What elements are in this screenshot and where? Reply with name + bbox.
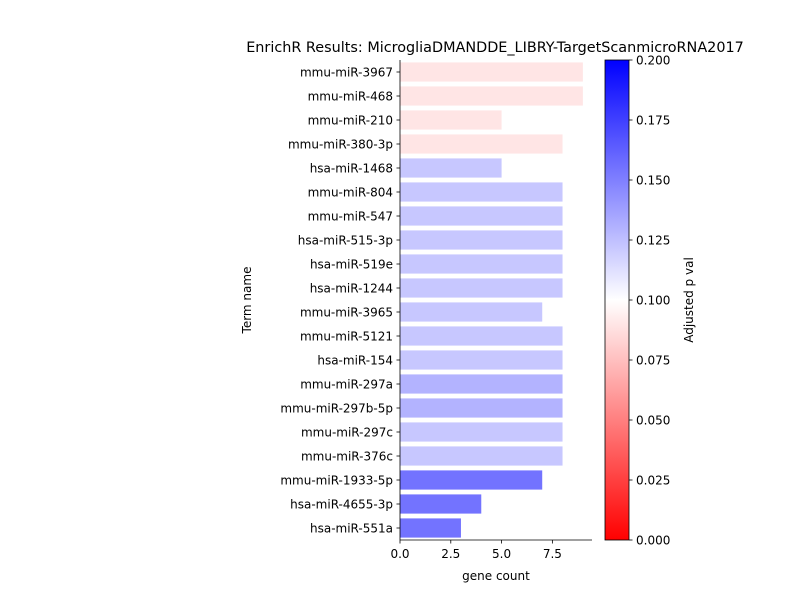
bar (400, 398, 563, 418)
colorbar-tick-label: 0.100 (636, 293, 670, 307)
bar (400, 158, 502, 178)
y-tick-label: hsa-miR-515-3p (298, 233, 393, 247)
y-tick-label: hsa-miR-551a (310, 521, 393, 535)
y-tick-label: mmu-miR-804 (308, 185, 393, 199)
colorbar-ticks: 0.000 0.025 0.050 0.075 0.100 0.125 0.150 0.175… (629, 53, 670, 547)
colorbar (604, 59, 630, 541)
y-tick-label: mmu-miR-3967 (300, 65, 393, 79)
x-axis-label: gene count (462, 569, 530, 583)
bar (400, 374, 563, 394)
y-tick-label: hsa-miR-1468 (310, 161, 393, 175)
colorbar-tick-label: 0.025 (636, 473, 670, 487)
bar (400, 254, 563, 274)
bar (400, 350, 563, 370)
y-tick-label: mmu-miR-3965 (300, 305, 393, 319)
bar (400, 422, 563, 442)
bar (400, 326, 563, 346)
colorbar-tick-label: 0.125 (636, 233, 670, 247)
y-axis-label: Term name (240, 267, 254, 335)
y-tick-labels: mmu-miR-3967 mmu-miR-468 mmu-miR-210 mmu-mi… (280, 65, 400, 535)
y-tick-label: hsa-miR-4655-3p (290, 497, 393, 511)
y-tick-label: mmu-miR-210 (308, 113, 393, 127)
colorbar-tick-label: 0.050 (636, 413, 670, 427)
bar (400, 446, 563, 466)
x-tick-label: 0.0 (390, 547, 409, 561)
colorbar-tick-label: 0.175 (636, 113, 670, 127)
y-tick-label: mmu-miR-380-3p (288, 137, 393, 151)
bar (400, 134, 563, 154)
colorbar-tick-label: 0.150 (636, 173, 670, 187)
x-tick-label: 5.0 (492, 547, 511, 561)
bar (400, 182, 563, 202)
y-tick-label: hsa-miR-1244 (310, 281, 393, 295)
bars-group (400, 62, 583, 538)
bar (400, 86, 583, 106)
y-tick-label: mmu-miR-547 (308, 209, 393, 223)
y-tick-label: mmu-miR-5121 (300, 329, 393, 343)
x-axis: 0.0 2.5 5.0 7.5 (390, 540, 562, 561)
colorbar-tick-label: 0.000 (636, 533, 670, 547)
bar (400, 470, 543, 490)
bar (400, 230, 563, 250)
bar (400, 302, 543, 322)
colorbar-tick-label: 0.075 (636, 353, 670, 367)
colorbar-tick-label: 0.200 (636, 53, 670, 67)
x-tick-label: 2.5 (441, 547, 460, 561)
bar (400, 278, 563, 298)
colorbar-label: Adjusted p val (682, 257, 696, 343)
y-tick-label: hsa-miR-154 (317, 353, 393, 367)
x-tick-label: 7.5 (543, 547, 562, 561)
chart-title: EnrichR Results: MicrogliaDMANDDE_LIBRY-… (246, 40, 744, 56)
y-tick-label: hsa-miR-519e (310, 257, 393, 271)
y-tick-label: mmu-miR-297b-5p (280, 401, 393, 415)
bar (400, 494, 482, 514)
y-tick-label: mmu-miR-468 (308, 89, 393, 103)
y-tick-label: mmu-miR-297a (300, 377, 393, 391)
bar (400, 206, 563, 226)
bar (400, 518, 461, 538)
y-tick-label: mmu-miR-297c (301, 425, 393, 439)
bar (400, 110, 502, 130)
y-tick-label: mmu-miR-1933-5p (280, 473, 393, 487)
y-tick-label: mmu-miR-376c (301, 449, 393, 463)
bar (400, 62, 583, 82)
